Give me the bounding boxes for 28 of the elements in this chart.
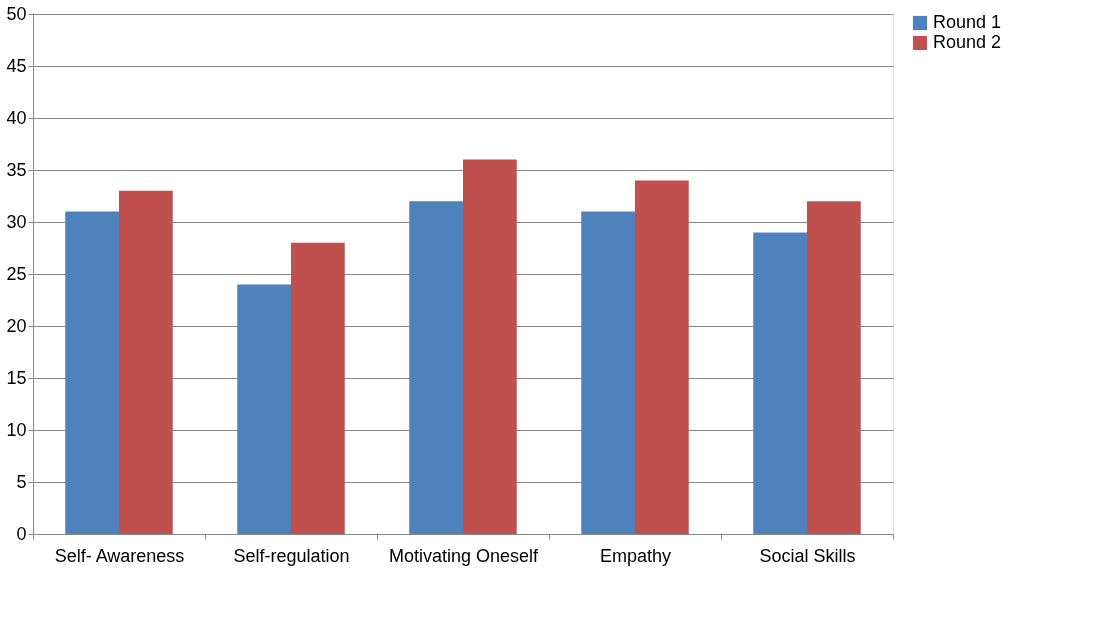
- x-tick-label: Self-regulation: [233, 545, 350, 566]
- bar: [753, 232, 807, 534]
- bar: [291, 242, 345, 534]
- x-tick-label: Self- Awareness: [54, 545, 185, 566]
- y-tick-label: 35: [6, 159, 27, 180]
- legend-label: Round 2: [933, 32, 1002, 52]
- y-tick-label: 50: [6, 3, 27, 24]
- x-tick-label: Empathy: [599, 545, 672, 566]
- legend-label: Round 1: [933, 12, 1002, 32]
- y-tick-label: 25: [6, 263, 27, 284]
- y-tick-label: 45: [6, 55, 27, 76]
- y-tick-label: 5: [16, 471, 27, 492]
- y-tick-label: 20: [6, 315, 27, 336]
- y-tick-label: 15: [6, 367, 27, 388]
- bar: [65, 211, 119, 534]
- y-tick-label: 10: [6, 419, 27, 440]
- x-tick-label: Motivating Oneself: [388, 545, 540, 566]
- bar: [409, 201, 463, 534]
- y-tick-label: 30: [6, 211, 27, 232]
- y-tick-label: 0: [16, 523, 27, 544]
- bar: [581, 211, 635, 534]
- bar: [237, 284, 291, 534]
- bar: [119, 190, 173, 534]
- bar: [463, 159, 517, 534]
- bar: [807, 201, 861, 534]
- bar: [635, 180, 689, 534]
- y-tick-label: 40: [6, 107, 27, 128]
- x-tick-label: Social Skills: [759, 545, 856, 566]
